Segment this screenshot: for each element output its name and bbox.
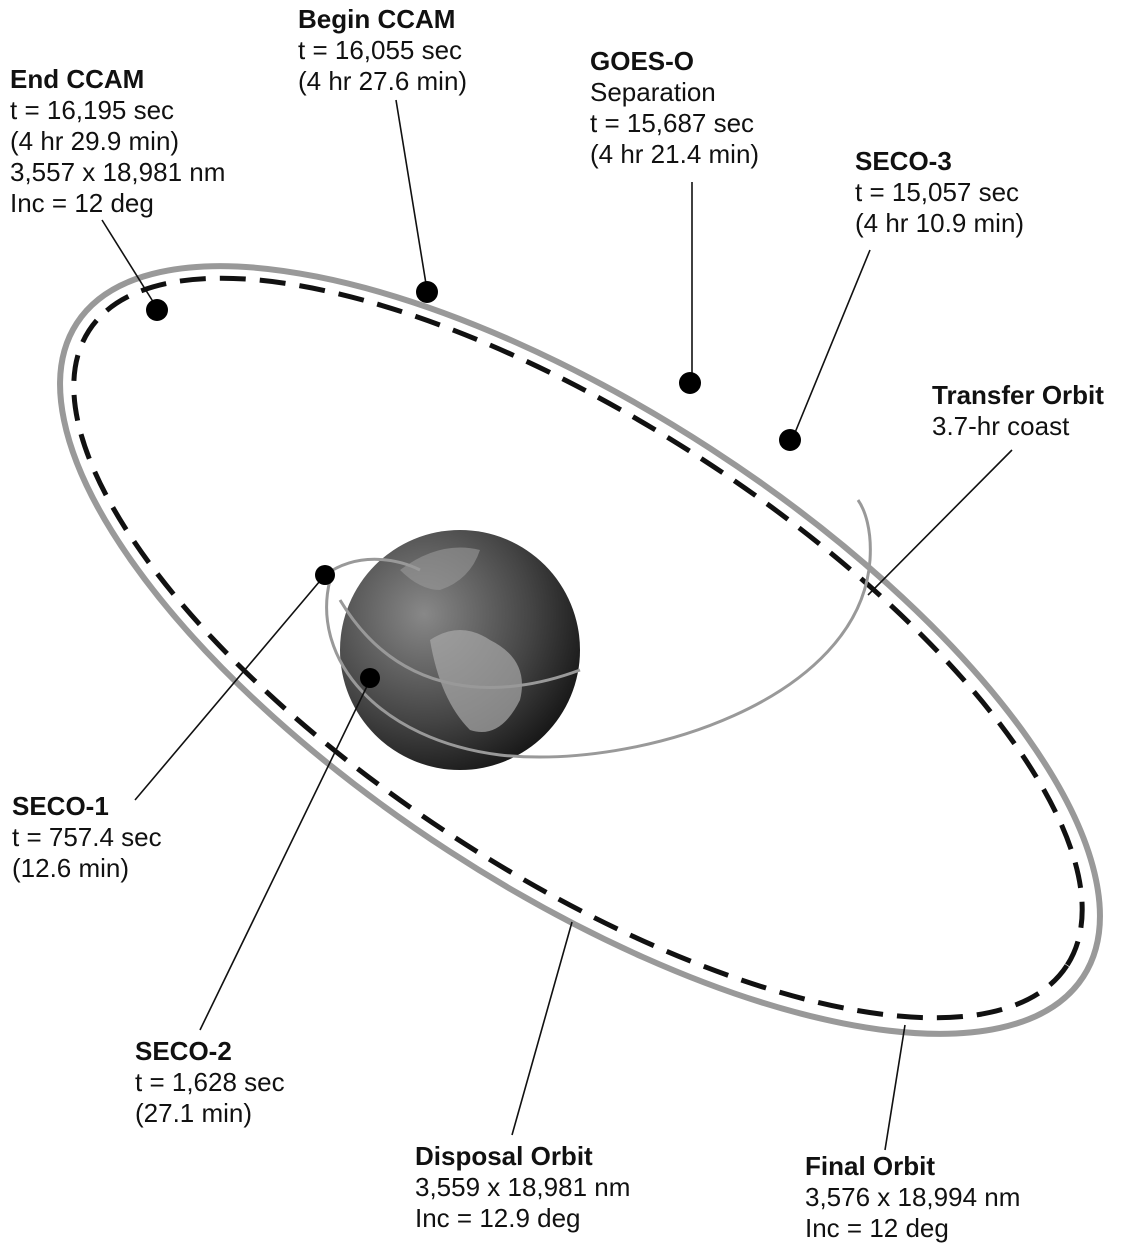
label-line: 3,559 x 18,981 nm	[415, 1172, 630, 1202]
event-dot	[360, 668, 380, 688]
label-title: GOES-O	[590, 46, 694, 76]
label-title: Transfer Orbit	[932, 380, 1104, 410]
label-line: 3.7-hr coast	[932, 411, 1070, 441]
leader-line	[396, 100, 427, 290]
label-line: (27.1 min)	[135, 1098, 252, 1128]
label-line: (4 hr 27.6 min)	[298, 66, 467, 96]
label-line: (4 hr 29.9 min)	[10, 126, 179, 156]
event-dot	[416, 281, 438, 303]
label-line: 3,576 x 18,994 nm	[805, 1182, 1020, 1212]
leader-line	[200, 680, 370, 1030]
label-title: SECO-3	[855, 146, 952, 176]
label-line: Inc = 12 deg	[10, 188, 154, 218]
label-line: Inc = 12 deg	[805, 1213, 949, 1243]
leader-line	[868, 450, 1012, 595]
earth	[340, 530, 580, 770]
leader-line	[135, 575, 325, 800]
event-dot	[779, 429, 801, 451]
label-line: Inc = 12.9 deg	[415, 1203, 581, 1233]
label-title: SECO-1	[12, 791, 109, 821]
label-line: 3,557 x 18,981 nm	[10, 157, 225, 187]
label-title: Disposal Orbit	[415, 1141, 593, 1171]
leader-line	[885, 1025, 905, 1150]
label-title: End CCAM	[10, 64, 144, 94]
label-line: t = 15,687 sec	[590, 108, 754, 138]
label-line: (12.6 min)	[12, 853, 129, 883]
label-line: t = 15,057 sec	[855, 177, 1019, 207]
label-title: Begin CCAM	[298, 4, 455, 34]
label-title: SECO-2	[135, 1036, 232, 1066]
orbit-diagram: End CCAMt = 16,195 sec(4 hr 29.9 min)3,5…	[0, 0, 1141, 1247]
leader-line	[512, 922, 572, 1135]
label-line: t = 1,628 sec	[135, 1067, 285, 1097]
label-line: t = 16,195 sec	[10, 95, 174, 125]
leader-line	[102, 220, 157, 308]
event-dot	[679, 372, 701, 394]
label-line: (4 hr 10.9 min)	[855, 208, 1024, 238]
label-line: t = 757.4 sec	[12, 822, 162, 852]
event-dot	[315, 565, 335, 585]
label-line: t = 16,055 sec	[298, 35, 462, 65]
leader-line	[792, 250, 870, 440]
label-line: Separation	[590, 77, 716, 107]
event-dot	[146, 299, 168, 321]
label-title: Final Orbit	[805, 1151, 935, 1181]
label-line: (4 hr 21.4 min)	[590, 139, 759, 169]
